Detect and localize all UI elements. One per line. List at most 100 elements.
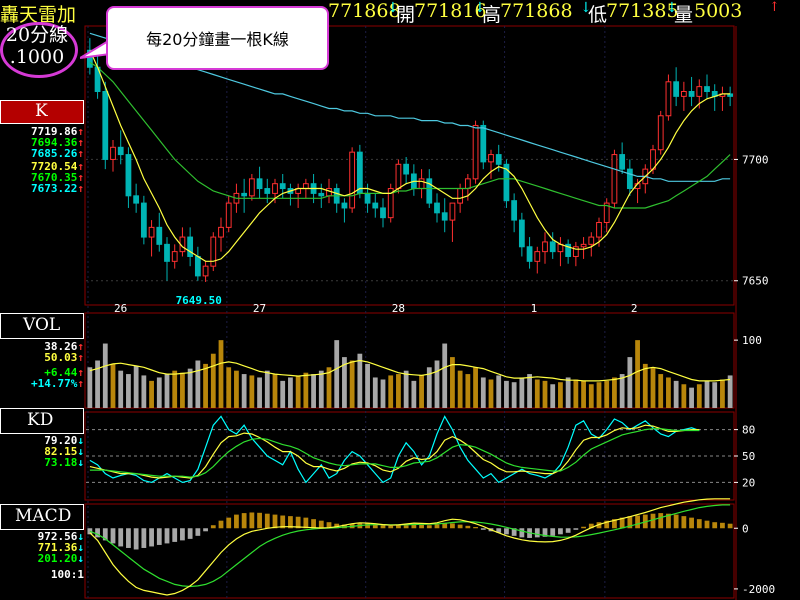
macd-bar <box>288 516 293 529</box>
macd-bar <box>511 528 517 536</box>
candle <box>148 226 155 238</box>
x-tick-label: 28 <box>392 302 405 315</box>
candle <box>680 91 687 97</box>
volume-bar <box>172 370 178 408</box>
volume-bar <box>712 382 718 408</box>
volume-bar <box>403 370 409 408</box>
macd-bar <box>210 525 216 529</box>
volume-bar <box>650 367 656 408</box>
volume-bar <box>550 384 556 408</box>
candle <box>488 154 494 163</box>
vol-value-1: 38.26↑ <box>44 340 84 353</box>
kd-line <box>89 415 700 484</box>
candle <box>549 241 556 253</box>
volume-bar <box>558 382 563 408</box>
high-label: 高 <box>482 4 502 26</box>
macd-bar <box>218 520 224 529</box>
volume-bar <box>334 340 340 408</box>
volume-bar <box>288 377 293 408</box>
volume-bar <box>596 382 602 408</box>
k-value-4: 7720.54↑ <box>31 160 84 173</box>
k-y-tick-label: 7650 <box>742 275 769 288</box>
panel-kd-tab[interactable]: KD <box>0 408 84 434</box>
candle <box>133 195 140 204</box>
ma-mid-line <box>89 61 731 209</box>
volume-bar <box>95 360 100 408</box>
candle <box>349 151 356 209</box>
candle <box>580 243 587 248</box>
panel-k-tab[interactable]: K <box>0 100 84 124</box>
candle <box>364 192 371 204</box>
candle <box>210 236 217 267</box>
volume-bar <box>149 380 154 408</box>
macd-bar <box>457 524 463 529</box>
macd-bar <box>480 528 486 530</box>
volume-bar <box>87 367 93 408</box>
volume-bar <box>480 377 486 408</box>
macd-bar <box>666 513 671 529</box>
open-label: 開 <box>396 4 416 26</box>
candle <box>665 81 672 117</box>
macd-bar <box>110 528 116 544</box>
macd-bar <box>195 528 201 536</box>
volume-bar <box>519 377 525 408</box>
candle <box>727 93 734 97</box>
timeframe-selector[interactable]: 20分線 .1000 <box>2 24 72 74</box>
kd-y-tick-label: 20 <box>742 476 755 489</box>
candle <box>117 146 124 156</box>
volume-bar <box>573 379 579 408</box>
candle <box>657 115 664 151</box>
macd-bar <box>272 514 278 529</box>
macd-dea-line <box>89 504 731 588</box>
macd-bar <box>689 517 694 529</box>
macd-bar <box>612 519 617 529</box>
candle <box>302 183 309 190</box>
macd-bar <box>249 512 255 529</box>
candle <box>403 163 410 175</box>
macd-bar <box>311 519 316 529</box>
volume-bar <box>673 380 679 408</box>
candle <box>140 202 147 238</box>
volume-bar <box>619 374 625 408</box>
volume-bar <box>226 367 232 408</box>
volume-bar <box>156 377 162 408</box>
low-price-annotation: 7649.50 <box>176 294 222 307</box>
panel-macd-tab[interactable]: MACD <box>0 504 84 530</box>
volume-bar <box>434 360 440 408</box>
macd-bar <box>581 526 586 529</box>
candle <box>110 146 116 160</box>
macd-bar <box>149 528 154 547</box>
high-price: 771868 <box>500 0 573 22</box>
candle <box>318 192 325 197</box>
k-value-5: 7670.35↑ <box>31 171 84 184</box>
macd-bar <box>619 517 625 529</box>
candle <box>611 154 618 204</box>
panel-vol-tab[interactable]: VOL <box>0 313 84 339</box>
candle <box>704 86 710 93</box>
candle <box>279 183 286 190</box>
candle <box>588 236 595 245</box>
macd-bar <box>712 522 718 529</box>
volume-bar <box>542 380 548 408</box>
candle <box>187 236 194 257</box>
candle <box>218 226 224 238</box>
macd-bar <box>442 522 448 529</box>
macd-bar <box>588 523 594 529</box>
candle <box>426 178 433 204</box>
volume-bar <box>450 357 455 408</box>
kd-y-tick-label: 50 <box>742 450 755 463</box>
volume-bar <box>635 340 640 408</box>
volume-bar <box>141 375 147 408</box>
vol-value-4: +14.77%↑ <box>31 377 84 390</box>
candle <box>272 183 278 194</box>
candle <box>449 202 456 221</box>
low-price: 771385 <box>606 0 679 22</box>
macd-value-1: 972.56↓ <box>37 530 84 543</box>
candle <box>696 86 703 97</box>
volume-bar <box>411 380 417 408</box>
volume-bar <box>180 372 185 408</box>
volume-bar <box>642 363 648 408</box>
arrow-down-icon: ↓ <box>387 0 399 16</box>
macd-bar <box>519 528 525 538</box>
